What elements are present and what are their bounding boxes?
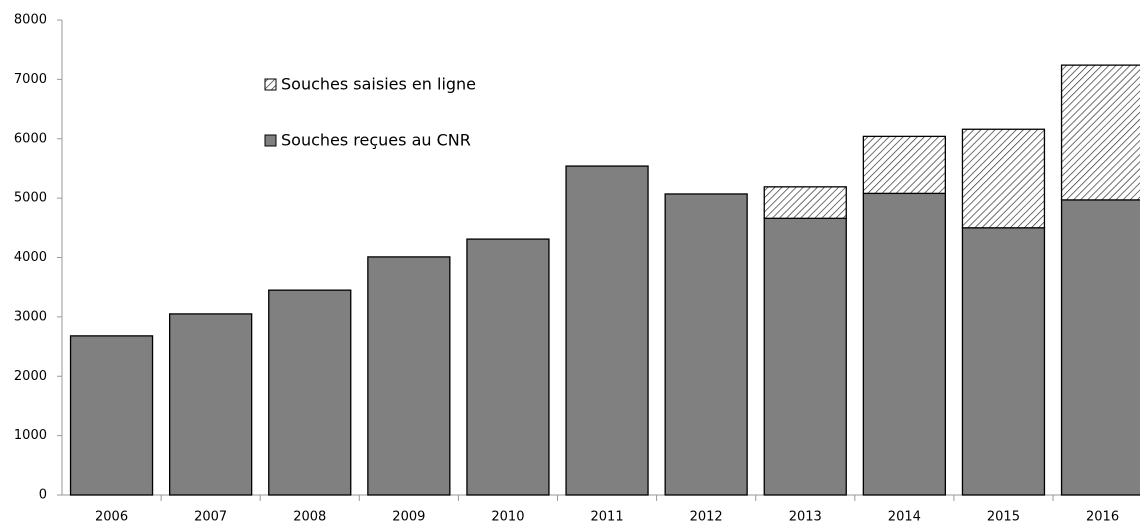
legend-swatch bbox=[264, 78, 277, 91]
y-tick-label: 7000 bbox=[14, 72, 47, 87]
x-tick-label: 2009 bbox=[392, 510, 425, 525]
bar-segment bbox=[664, 193, 748, 496]
y-tick-label: 3000 bbox=[14, 309, 47, 324]
bar-segment bbox=[367, 256, 451, 496]
legend-label: Souches saisies en ligne bbox=[281, 75, 476, 94]
y-tick-label: 5000 bbox=[14, 191, 47, 206]
bar-segment bbox=[466, 238, 550, 496]
y-tick-label: 2000 bbox=[14, 369, 47, 384]
y-tick-label: 6000 bbox=[14, 131, 47, 146]
x-tick-label: 2006 bbox=[95, 510, 128, 525]
bar-segment bbox=[565, 165, 649, 496]
x-tick-label: 2013 bbox=[789, 510, 822, 525]
y-tick-label: 8000 bbox=[14, 13, 47, 28]
x-tick-label: 2010 bbox=[491, 510, 524, 525]
y-tick-label: 1000 bbox=[14, 428, 47, 443]
y-tick-label: 4000 bbox=[14, 250, 47, 265]
bar-segment bbox=[862, 135, 946, 195]
x-tick-label: 2011 bbox=[591, 510, 624, 525]
bar-segment bbox=[1060, 64, 1140, 201]
x-tick-label: 2007 bbox=[194, 510, 227, 525]
bar-segment bbox=[961, 128, 1046, 229]
bar-segment bbox=[763, 186, 847, 219]
bar-segment bbox=[961, 227, 1046, 496]
bar-segment bbox=[763, 217, 847, 496]
bar-segment bbox=[69, 335, 154, 496]
legend-swatch bbox=[264, 134, 277, 147]
x-tick-label: 2012 bbox=[690, 510, 723, 525]
legend-label: Souches reçues au CNR bbox=[281, 131, 471, 150]
bar-segment bbox=[1060, 199, 1140, 496]
x-tick-label: 2016 bbox=[1086, 510, 1119, 525]
bar-segment bbox=[862, 192, 946, 496]
bar-segment bbox=[168, 313, 253, 496]
y-tick-label: 0 bbox=[39, 488, 47, 503]
x-tick-label: 2008 bbox=[293, 510, 326, 525]
x-tick-label: 2015 bbox=[987, 510, 1020, 525]
bar-segment bbox=[268, 289, 352, 496]
x-tick-label: 2014 bbox=[888, 510, 921, 525]
